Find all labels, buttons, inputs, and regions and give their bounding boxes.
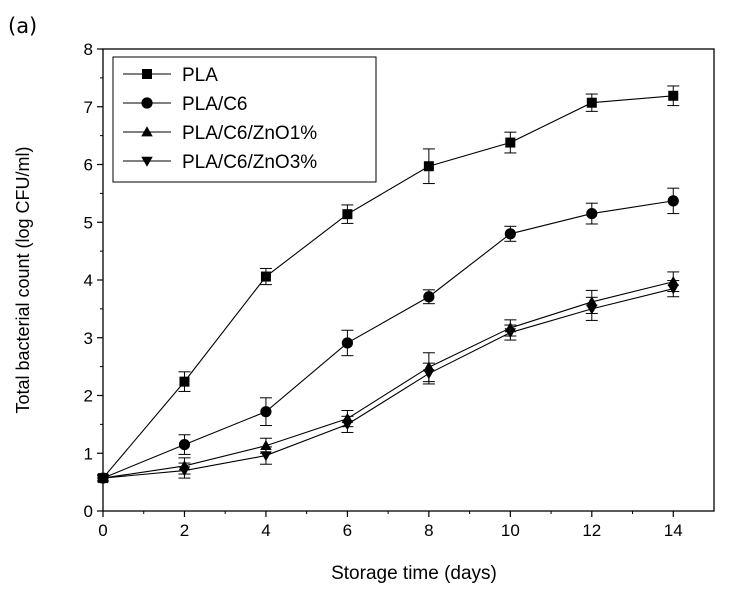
y-tick-label: 3 xyxy=(84,329,93,348)
series-line xyxy=(102,281,674,479)
y-tick-label: 1 xyxy=(84,444,93,463)
legend-marker xyxy=(141,126,153,137)
data-point xyxy=(505,137,516,148)
legend-label: PLA/C6 xyxy=(182,94,247,115)
data-point xyxy=(667,284,680,295)
data-point xyxy=(260,406,272,418)
x-tick-label: 12 xyxy=(582,521,601,540)
series-pla-c6 xyxy=(97,187,680,484)
data-point xyxy=(341,337,353,349)
data-point xyxy=(342,209,353,220)
data-point xyxy=(667,195,679,207)
data-point xyxy=(586,97,597,108)
x-tick-label: 6 xyxy=(343,521,352,540)
series-line xyxy=(102,200,674,479)
legend-marker xyxy=(142,69,152,79)
x-tick-label: 2 xyxy=(180,521,189,540)
y-tick-label: 4 xyxy=(84,271,93,290)
data-point xyxy=(260,451,272,462)
y-tick-label: 2 xyxy=(84,387,93,406)
x-tick-label: 0 xyxy=(98,521,107,540)
data-point xyxy=(260,271,271,282)
series-pla-c6-zno3 xyxy=(97,280,680,484)
legend-label: PLA xyxy=(182,65,218,86)
panel-label: (a) xyxy=(8,14,38,38)
y-tick-label: 6 xyxy=(84,156,93,175)
x-axis-label: Storage time (days) xyxy=(331,563,497,584)
x-tick-label: 14 xyxy=(664,521,683,540)
data-point xyxy=(179,376,190,387)
y-tick-label: 7 xyxy=(84,98,93,117)
data-point xyxy=(586,207,598,220)
data-point xyxy=(504,328,517,339)
y-axis-label: Total bacterial count (log CFU/ml) xyxy=(13,146,33,413)
y-tick-label: 0 xyxy=(84,502,93,521)
data-point xyxy=(97,473,109,484)
x-tick-label: 4 xyxy=(261,521,270,540)
data-point xyxy=(423,369,435,380)
series-line xyxy=(102,288,674,479)
data-point xyxy=(668,90,679,101)
data-point xyxy=(341,420,354,431)
data-point xyxy=(504,228,516,240)
data-point xyxy=(586,304,598,315)
x-tick-label: 10 xyxy=(501,521,520,540)
legend-label: PLA/C6/ZnO3% xyxy=(182,152,317,173)
legend-marker xyxy=(141,156,153,167)
y-tick-label: 8 xyxy=(84,40,93,59)
legend-label: PLA/C6/ZnO1% xyxy=(182,123,317,144)
data-point xyxy=(423,291,435,303)
y-tick-label: 5 xyxy=(84,213,93,232)
data-point xyxy=(178,466,191,477)
data-point xyxy=(260,439,272,451)
data-point xyxy=(178,438,191,451)
x-tick-label: 8 xyxy=(424,521,433,540)
legend-marker xyxy=(141,97,153,109)
data-point xyxy=(423,161,434,172)
series-line xyxy=(102,95,674,479)
